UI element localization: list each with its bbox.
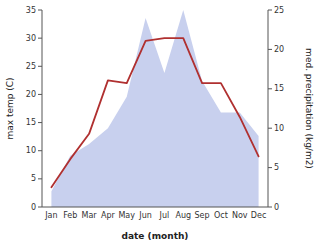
plot-area — [51, 10, 258, 207]
y2-tick — [268, 88, 272, 89]
chart: 051015202530350510152025JanFebMarAprMayJ… — [0, 0, 318, 247]
y2-axis-title: med. precipitation (kg/m2) — [304, 48, 314, 169]
x-tick-label: Dec — [251, 211, 266, 220]
y-tick — [38, 150, 42, 151]
y-tick-label: 10 — [26, 146, 36, 155]
y-tick — [38, 66, 42, 67]
y-tick-label: 30 — [26, 34, 36, 43]
y2-tick — [268, 10, 272, 11]
y2-tick-label: 25 — [274, 6, 284, 15]
x-axis-line — [42, 207, 268, 208]
x-tick-label: Oct — [214, 211, 228, 220]
x-tick-label: Sep — [195, 211, 210, 220]
y2-tick-label: 0 — [274, 203, 279, 212]
y-tick-label: 20 — [26, 90, 36, 99]
y-tick — [38, 94, 42, 95]
y-tick-label: 5 — [31, 174, 36, 183]
precipitation-area — [51, 10, 258, 207]
y-tick — [38, 207, 42, 208]
x-tick-label: Aug — [175, 211, 191, 220]
y-tick — [38, 10, 42, 11]
y-tick — [38, 38, 42, 39]
x-tick-label: Mar — [82, 211, 98, 220]
y-tick-label: 25 — [26, 62, 36, 71]
x-tick-label: Jan — [44, 211, 57, 220]
y2-axis-line — [268, 10, 269, 207]
y-axis-title: max temp (C) — [5, 77, 15, 139]
temperature-line — [51, 38, 258, 187]
x-axis-title: date (month) — [122, 231, 189, 241]
x-tick-label: May — [118, 211, 135, 220]
x-tick-label: Feb — [63, 211, 77, 220]
y2-tick-label: 20 — [274, 45, 284, 54]
x-tick-label: Nov — [232, 211, 248, 220]
y2-tick-label: 10 — [274, 124, 284, 133]
y-axis-line — [42, 10, 43, 207]
y-tick-label: 15 — [26, 118, 36, 127]
y2-tick — [268, 207, 272, 208]
x-tick-label: Jun — [138, 211, 152, 220]
y2-tick-label: 15 — [274, 84, 284, 93]
y-tick-label: 0 — [31, 203, 36, 212]
y-tick — [38, 178, 42, 179]
x-tick-label: Apr — [101, 211, 116, 220]
y2-tick — [268, 167, 272, 168]
x-tick-label: Jul — [159, 211, 170, 220]
y2-tick-label: 5 — [274, 163, 279, 172]
y-tick — [38, 122, 42, 123]
y2-tick — [268, 49, 272, 50]
y2-tick — [268, 128, 272, 129]
y-tick-label: 35 — [26, 6, 36, 15]
